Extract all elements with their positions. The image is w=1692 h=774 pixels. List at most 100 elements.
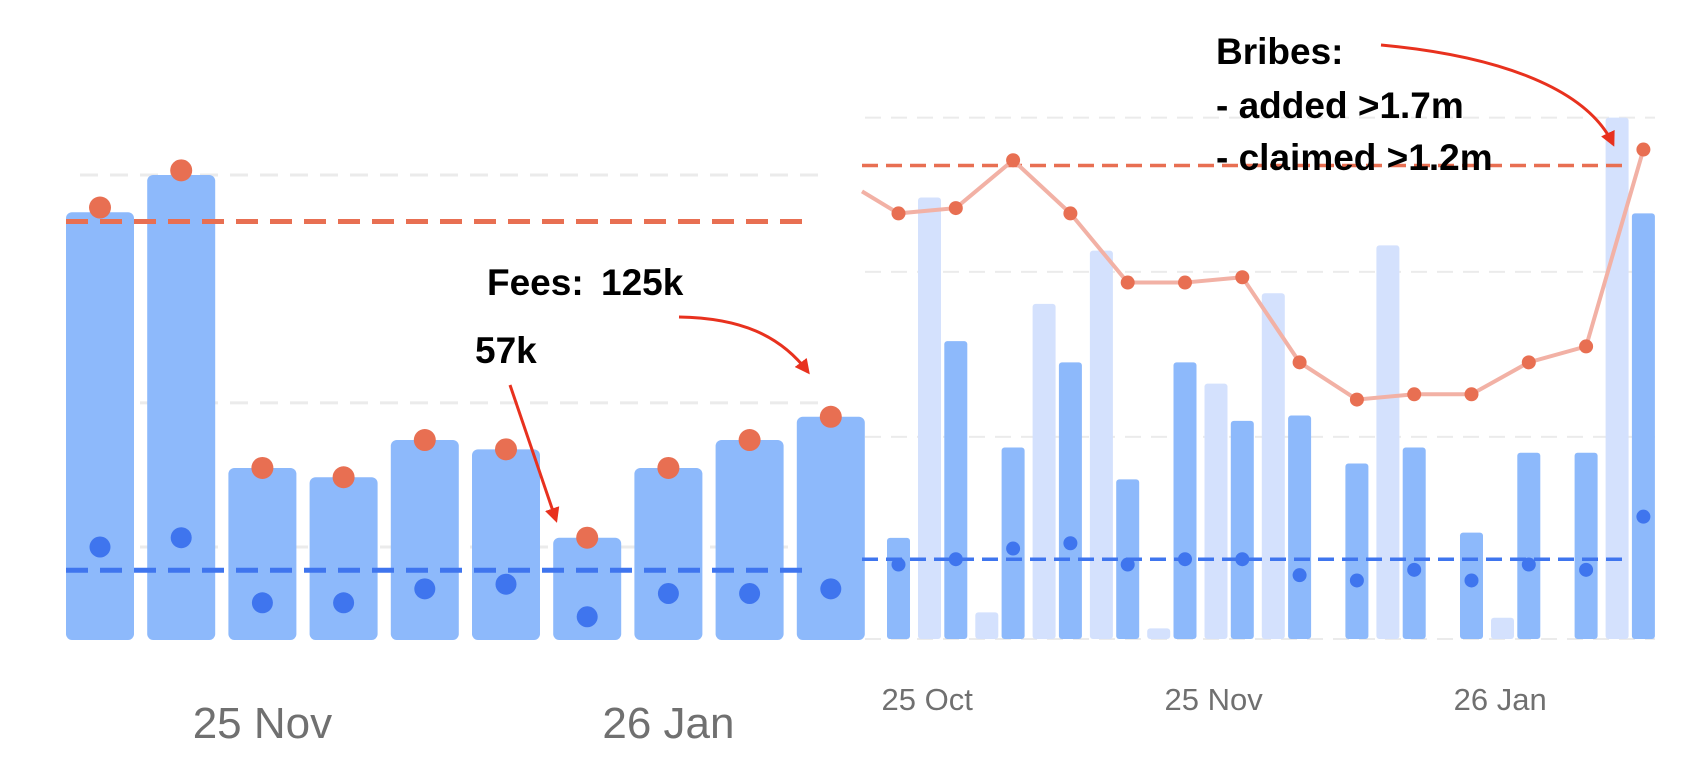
left-red-dot-3 bbox=[332, 466, 355, 489]
left-x-ticks: 25 Nov 26 Jan bbox=[193, 699, 735, 748]
left-bar-3 bbox=[309, 477, 378, 640]
left-blue-dot-6 bbox=[576, 606, 598, 628]
right-red-dot-3 bbox=[1063, 206, 1078, 221]
left-bar-1 bbox=[147, 175, 216, 640]
right-blue-dot-12 bbox=[1579, 562, 1594, 577]
right-main-bar-13 bbox=[1631, 213, 1655, 639]
right-light-bars bbox=[918, 117, 1629, 639]
left-red-dot-0 bbox=[89, 196, 111, 219]
right-red-dot-10 bbox=[1464, 387, 1479, 402]
right-light-bar-5 bbox=[1204, 383, 1228, 639]
left-blue-dot-0 bbox=[89, 536, 111, 558]
right-blue-dot-10 bbox=[1464, 573, 1479, 588]
left-bar-8 bbox=[715, 440, 784, 640]
right-blue-dots bbox=[891, 509, 1651, 588]
left-blue-dot-3 bbox=[333, 592, 355, 614]
left-red-dot-7 bbox=[657, 456, 680, 479]
right-blue-dot-4 bbox=[1120, 557, 1135, 572]
left-annotations: Fees: 125k 57k bbox=[475, 262, 810, 523]
left-red-dots bbox=[89, 159, 842, 549]
right-red-dot-5 bbox=[1178, 275, 1192, 290]
left-red-dot-9 bbox=[819, 405, 842, 428]
right-red-dot-13 bbox=[1636, 142, 1651, 157]
right-light-bar-6 bbox=[1261, 293, 1285, 639]
right-light-bar-0 bbox=[918, 197, 941, 639]
right-red-dot-2 bbox=[1006, 153, 1021, 168]
left-red-dot-2 bbox=[251, 456, 274, 479]
right-main-bar-0 bbox=[887, 537, 910, 639]
right-red-dots bbox=[891, 142, 1651, 407]
right-main-bar-1 bbox=[944, 341, 968, 639]
right-blue-dot-11 bbox=[1521, 557, 1536, 572]
left-bar-6 bbox=[553, 537, 622, 640]
right-x-tick-1: 25 Nov bbox=[1165, 682, 1264, 717]
left-bar-2 bbox=[228, 467, 297, 640]
fees-value-57k: 57k bbox=[475, 330, 537, 371]
left-blue-dot-4 bbox=[414, 578, 436, 600]
right-main-bar-8 bbox=[1345, 463, 1369, 639]
left-red-dot-8 bbox=[738, 429, 761, 452]
left-x-tick-0: 25 Nov bbox=[193, 699, 332, 748]
left-blue-dot-8 bbox=[739, 583, 761, 604]
left-red-dot-4 bbox=[413, 429, 436, 452]
right-main-bar-5 bbox=[1173, 362, 1197, 639]
right-main-bar-9 bbox=[1402, 447, 1426, 639]
arrow-125k bbox=[678, 315, 810, 375]
right-main-bar-7 bbox=[1288, 415, 1312, 639]
right-light-bar-3 bbox=[1089, 250, 1113, 639]
right-blue-dot-2 bbox=[1006, 541, 1021, 556]
right-main-bar-3 bbox=[1058, 362, 1082, 639]
right-main-bar-12 bbox=[1574, 452, 1598, 639]
left-blue-dot-1 bbox=[170, 527, 192, 549]
arrow-bribes bbox=[1380, 43, 1615, 147]
right-red-dot-4 bbox=[1120, 275, 1135, 290]
right-red-dot-9 bbox=[1407, 387, 1422, 402]
right-blue-dot-6 bbox=[1235, 552, 1250, 567]
left-bar-4 bbox=[390, 440, 459, 640]
right-light-bar-12 bbox=[1605, 117, 1629, 639]
left-blue-dot-2 bbox=[251, 592, 273, 614]
right-light-bar-1 bbox=[975, 612, 999, 639]
right-red-dot-6 bbox=[1235, 270, 1250, 285]
left-bar-0 bbox=[66, 212, 134, 640]
right-main-bar-6 bbox=[1230, 420, 1254, 639]
left-blue-dot-9 bbox=[820, 578, 842, 600]
right-blue-dot-3 bbox=[1063, 536, 1078, 551]
left-blue-dots bbox=[89, 527, 842, 628]
fees-value-125k: 125k bbox=[601, 262, 684, 303]
right-x-ticks: 25 Oct 25 Nov 26 Jan bbox=[881, 682, 1546, 717]
left-red-dot-1 bbox=[170, 159, 193, 182]
fees-label: Fees: bbox=[487, 262, 584, 303]
bribes-claimed: - claimed >1.2m bbox=[1216, 137, 1493, 178]
bribes-added: - added >1.7m bbox=[1216, 85, 1464, 126]
right-red-dot-8 bbox=[1349, 392, 1364, 407]
arrow-57k bbox=[508, 384, 560, 523]
right-blue-dot-7 bbox=[1292, 568, 1307, 583]
right-light-bar-10 bbox=[1491, 617, 1514, 639]
right-blue-dot-5 bbox=[1178, 552, 1192, 567]
left-blue-dot-7 bbox=[657, 583, 679, 604]
right-red-dot-0 bbox=[891, 206, 906, 221]
left-red-dot-5 bbox=[495, 438, 517, 461]
right-x-tick-2: 26 Jan bbox=[1454, 682, 1547, 717]
right-chart: 25 Oct 25 Nov 26 Jan Bribes: - added >1.7m… bbox=[860, 31, 1655, 717]
right-light-bar-8 bbox=[1376, 245, 1400, 639]
left-bar-7 bbox=[634, 467, 703, 640]
right-light-bar-2 bbox=[1032, 303, 1056, 639]
right-red-dot-1 bbox=[948, 201, 963, 216]
right-blue-dot-13 bbox=[1636, 509, 1651, 524]
right-blue-dot-1 bbox=[948, 552, 963, 567]
right-light-bar-4 bbox=[1147, 628, 1171, 639]
left-bars bbox=[66, 175, 865, 640]
right-red-dot-11 bbox=[1521, 355, 1536, 370]
right-x-tick-0: 25 Oct bbox=[881, 682, 973, 717]
right-blue-dot-9 bbox=[1407, 562, 1422, 577]
left-red-dot-6 bbox=[576, 526, 599, 549]
right-blue-dot-8 bbox=[1349, 573, 1364, 588]
bribes-title: Bribes: bbox=[1216, 31, 1343, 72]
left-bar-5 bbox=[472, 449, 540, 640]
right-red-dot-7 bbox=[1292, 355, 1307, 370]
left-bar-9 bbox=[796, 416, 865, 640]
left-x-tick-1: 26 Jan bbox=[602, 699, 734, 748]
